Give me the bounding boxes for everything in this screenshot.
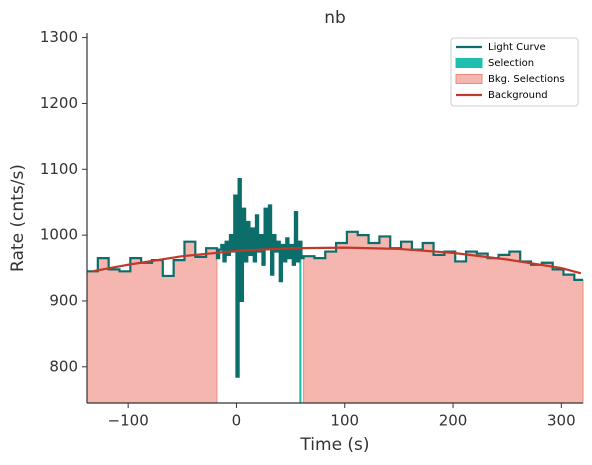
y-axis-label: Rate (cnts/s) <box>8 164 28 272</box>
x-tick-label: 100 <box>330 412 359 430</box>
background-curve <box>92 246 582 275</box>
x-tick-label: 300 <box>547 412 576 430</box>
y-tick-label: 1300 <box>40 28 78 46</box>
legend-box <box>450 37 579 107</box>
legend-label: Background <box>488 90 548 101</box>
y-tick-label: 1200 <box>40 94 78 112</box>
chart-title: nb <box>324 8 346 28</box>
bkg-selection <box>303 231 584 404</box>
legend-label: Light Curve <box>488 42 546 53</box>
selection <box>299 241 302 403</box>
legend-swatch <box>455 74 483 84</box>
legend-swatch <box>455 58 483 68</box>
x-tick-label: 0 <box>232 412 242 430</box>
x-tick-label: −100 <box>108 412 149 430</box>
legend-label: Selection <box>488 58 534 69</box>
y-tick-label: 900 <box>49 291 78 309</box>
light-curve <box>87 178 583 378</box>
y-tick-label: 800 <box>49 357 78 375</box>
bkg-selection <box>86 241 218 404</box>
x-tick-label: 200 <box>439 412 468 430</box>
y-tick-label: 1000 <box>40 226 78 244</box>
y-tick-label: 1100 <box>40 160 78 178</box>
legend-label: Bkg. Selections <box>488 74 565 85</box>
x-axis-label: Time (s) <box>299 435 369 455</box>
